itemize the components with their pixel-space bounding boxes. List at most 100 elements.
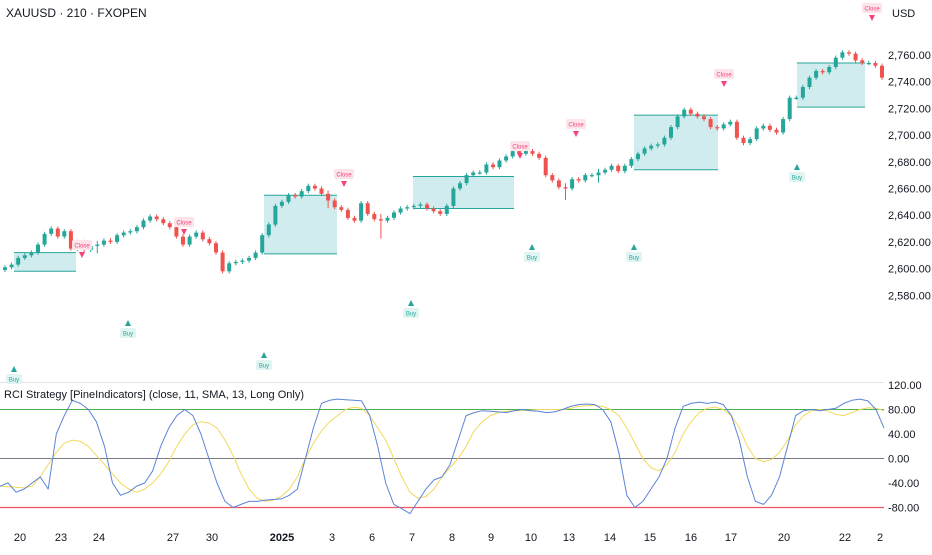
- oscillator-axis: 120.00 80.00 40.00 0.00 -40.00 -80.00: [888, 380, 922, 515]
- candle-body: [754, 128, 759, 140]
- candle-body: [227, 263, 232, 272]
- candle-body: [260, 235, 265, 253]
- candle-body: [504, 156, 509, 161]
- price-axis-label: 2,620.00: [888, 237, 931, 249]
- candle-body: [477, 172, 482, 174]
- date-axis-label: 13: [562, 532, 576, 544]
- candle-body: [622, 165, 627, 172]
- buy-signal-icon: [794, 164, 800, 170]
- close-signal-icon: [341, 181, 347, 187]
- candle-body: [365, 203, 370, 214]
- candle-body: [154, 216, 159, 220]
- candle-body: [444, 205, 449, 214]
- candle-body: [589, 175, 594, 177]
- close-signal-label: Close: [336, 173, 352, 179]
- candle-body: [378, 219, 383, 221]
- date-axis-label: 2: [876, 532, 884, 544]
- candle-body: [121, 232, 126, 236]
- buy-signal-badge: [403, 308, 419, 318]
- candle-body: [497, 160, 502, 168]
- candle-body: [418, 204, 423, 206]
- candle-body: [761, 125, 766, 129]
- candle-body: [3, 267, 7, 270]
- candle-body: [253, 252, 258, 258]
- candle-body: [247, 257, 251, 261]
- signal-markers: Buy Buy Buy Buy Buy Buy Buy Close Close Close Clos…: [6, 3, 882, 384]
- candle-body: [174, 227, 179, 237]
- candle-body: [332, 200, 337, 208]
- candle-body: [596, 172, 601, 176]
- candle-body: [425, 204, 429, 209]
- date-axis-label: 2025: [269, 532, 295, 544]
- close-signal-label: Close: [512, 145, 528, 151]
- candle-body: [728, 121, 733, 125]
- candle-body: [484, 164, 489, 173]
- candle-body: [326, 193, 331, 201]
- candle-body: [491, 164, 495, 168]
- candle-body: [306, 185, 311, 192]
- buy-signal-icon: [125, 320, 131, 326]
- candle-body: [49, 228, 54, 234]
- close-signal-icon: [79, 252, 85, 258]
- buy-signal-icon: [529, 244, 535, 250]
- candle-body: [161, 219, 166, 224]
- close-signal-badge: [510, 141, 530, 151]
- candle-body: [42, 233, 47, 245]
- price-axis-label: 2,640.00: [888, 210, 931, 222]
- candle-body: [847, 52, 851, 54]
- candle-body: [734, 121, 739, 138]
- candle-body: [537, 153, 542, 158]
- candle-body: [517, 151, 522, 154]
- date-axis-label: 27: [166, 532, 180, 544]
- date-axis-label: 22: [838, 532, 852, 544]
- candle-body: [702, 116, 706, 120]
- candle-body: [642, 148, 647, 154]
- candle-body: [721, 124, 726, 129]
- candle-body: [609, 165, 614, 170]
- candle-body: [629, 159, 634, 166]
- rci-signal-line: [0, 404, 885, 502]
- candle-body: [279, 201, 284, 206]
- candle-body: [523, 151, 528, 154]
- buy-signal-icon: [408, 300, 414, 306]
- candle-body: [62, 231, 67, 237]
- candle-body: [807, 77, 812, 87]
- close-signal-label: Close: [74, 244, 90, 250]
- candle-body: [9, 264, 14, 268]
- symbol-title[interactable]: XAUUSD · 210 · FXOPEN: [6, 6, 147, 20]
- candle-body: [800, 87, 805, 98]
- candle-body: [550, 175, 555, 181]
- close-signal-badge: [714, 69, 734, 79]
- candle-body: [563, 187, 568, 189]
- price-axis: 2,760.00 2,740.00 2,720.00 2,700.00 2,680.00…: [888, 50, 931, 302]
- candle-body: [352, 217, 357, 221]
- candle-body: [873, 63, 878, 66]
- rci-line: [0, 398, 885, 515]
- candle-body: [214, 243, 218, 253]
- buy-signal-label: Buy: [123, 332, 133, 338]
- close-signal-label: Close: [568, 123, 584, 129]
- candle-body: [431, 208, 436, 212]
- price-axis-label: 2,760.00: [888, 50, 931, 62]
- candle-body: [115, 235, 120, 242]
- candle-body: [853, 53, 858, 61]
- candle-body: [530, 151, 535, 154]
- candle-body: [266, 224, 271, 236]
- candle-body: [134, 227, 139, 232]
- candle-body: [688, 109, 693, 114]
- candle-body: [141, 220, 146, 228]
- candle-body: [36, 244, 40, 253]
- indicator-title[interactable]: RCI Strategy [PineIndicators] (close, 11…: [4, 389, 304, 401]
- candle-body: [649, 145, 654, 149]
- candle-body: [840, 52, 845, 58]
- date-axis-label: 24: [92, 532, 106, 544]
- candle-body: [167, 223, 172, 228]
- date-axis-label: 7: [408, 532, 416, 544]
- oscillator-axis-label: -40.00: [888, 478, 919, 490]
- buy-signal-label: Buy: [259, 364, 269, 370]
- currency-label[interactable]: USD: [892, 8, 916, 20]
- date-axis-label: 14: [603, 532, 617, 544]
- price-axis-label: 2,700.00: [888, 130, 931, 142]
